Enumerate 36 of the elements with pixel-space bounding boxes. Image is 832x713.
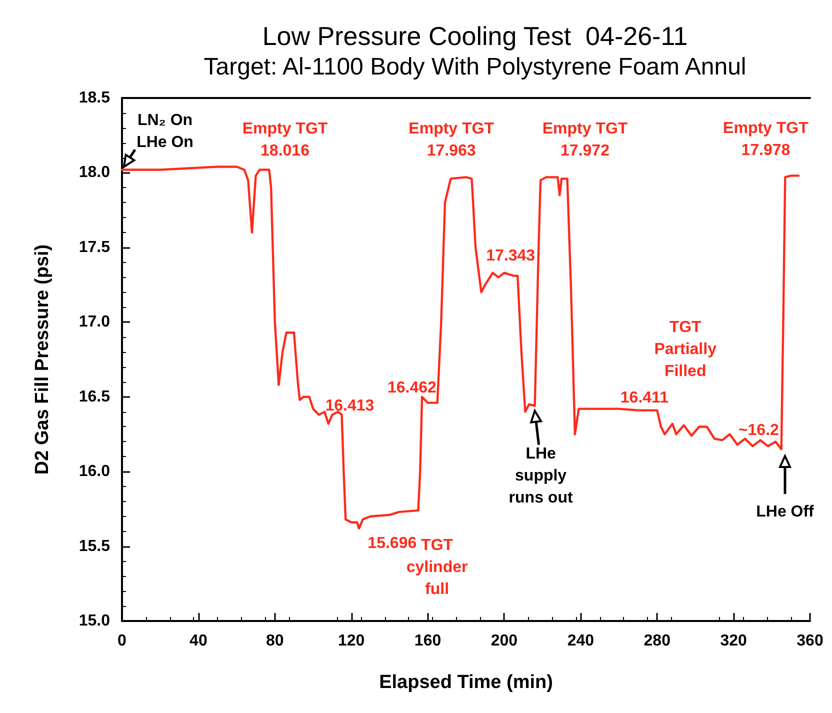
chart-subtitle: Target: Al-1100 Body With Polystyrene Foam Annul: [204, 54, 746, 80]
annotation: LN₂ On LHe On: [136, 112, 194, 152]
x-axis-title: Elapsed Time (min): [379, 672, 553, 693]
x-tick-label: 280: [644, 632, 671, 650]
x-tick-label: 320: [720, 632, 747, 650]
y-tick-label: 16.0: [78, 463, 110, 480]
y-tick-label: 17.5: [78, 238, 110, 256]
y-tick-label: 18.0: [78, 164, 110, 182]
y-axis-title: D2 Gas Fill Pressure (psi): [32, 244, 53, 475]
annotation: 16.462: [387, 379, 437, 396]
x-tick-label: 0: [118, 632, 127, 650]
y-tick-label: 15.5: [78, 538, 110, 555]
annotation: LHe supply runs out: [508, 445, 574, 506]
y-tick-label: 16.5: [78, 388, 110, 406]
x-tick-label: 240: [567, 632, 594, 650]
x-tick-label: 40: [190, 632, 208, 650]
x-tick-label: 160: [414, 632, 442, 650]
annotation: Empty TGT 17.978: [723, 120, 809, 160]
annotation: Empty TGT 17.963: [408, 120, 494, 160]
annotation: 15.696: [368, 534, 417, 552]
annotation: ~16.2: [738, 422, 780, 440]
annotation: 16.413: [325, 397, 374, 414]
y-tick-label: 18.5: [78, 90, 110, 106]
y-tick-label: 17.0: [78, 314, 110, 331]
y-tick-label: 15.0: [78, 612, 110, 630]
annotation: 17.343: [486, 247, 536, 264]
annotation: TGT Partially Filled: [654, 319, 717, 380]
x-tick-label: 360: [796, 632, 824, 650]
x-tick-label: 80: [266, 632, 284, 650]
annotation: Empty TGT 17.972: [542, 120, 628, 160]
annotation: 16.411: [620, 389, 669, 406]
x-tick-label: 120: [338, 632, 365, 650]
x-tick-label: 200: [490, 632, 518, 650]
chart-title: Low Pressure Cooling Test 04-26-11: [262, 21, 688, 51]
annotation: LHe Off: [756, 504, 815, 520]
annotation: Empty TGT 18.016: [242, 120, 328, 160]
